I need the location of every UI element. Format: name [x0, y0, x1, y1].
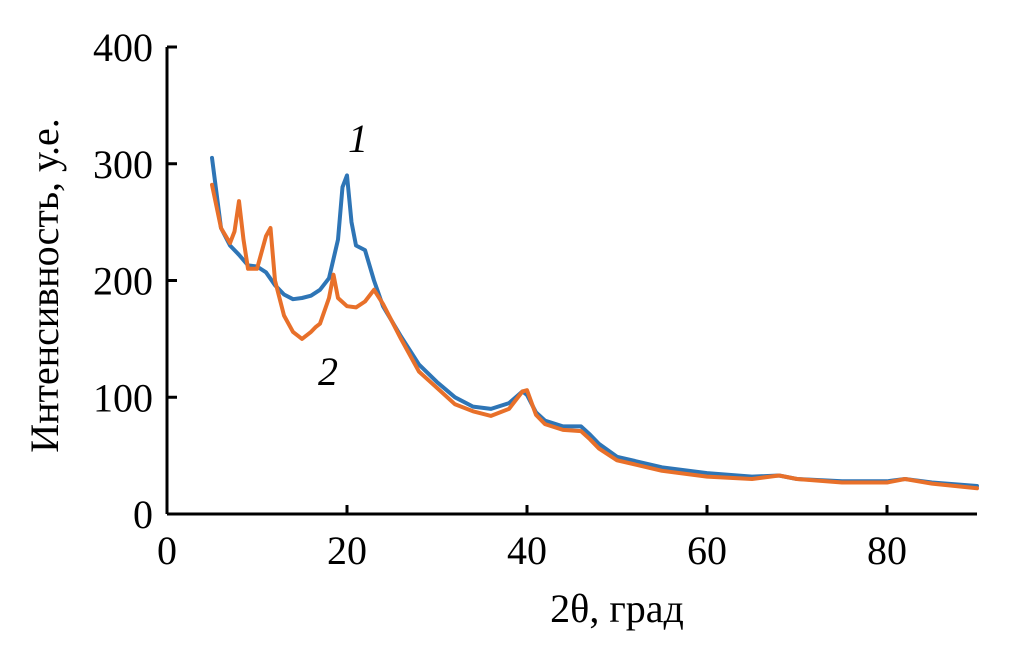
y-tick-label: 400: [93, 25, 153, 70]
x-axis-title: 2θ, град: [550, 586, 684, 631]
x-tick-label: 60: [687, 528, 727, 573]
y-tick-label: 100: [93, 375, 153, 420]
x-ticks: 0 20 40 60 80: [157, 505, 907, 573]
y-tick-label: 300: [93, 142, 153, 187]
y-axis-title: Интенсивность, у.е.: [22, 118, 67, 453]
series-1-label: 1: [348, 116, 368, 161]
series-2-label: 2: [318, 349, 338, 394]
y-tick-label: 200: [93, 259, 153, 304]
axes: [165, 47, 977, 516]
y-ticks: 0 100 200 300 400: [93, 25, 177, 537]
x-tick-label: 20: [327, 528, 367, 573]
series-2-line: [210, 182, 979, 491]
x-tick-label: 0: [157, 528, 177, 573]
series-1-line: [210, 155, 979, 488]
x-tick-label: 80: [867, 528, 907, 573]
plot-area: [210, 155, 979, 491]
x-tick-label: 40: [507, 528, 547, 573]
y-tick-label: 0: [133, 492, 153, 537]
